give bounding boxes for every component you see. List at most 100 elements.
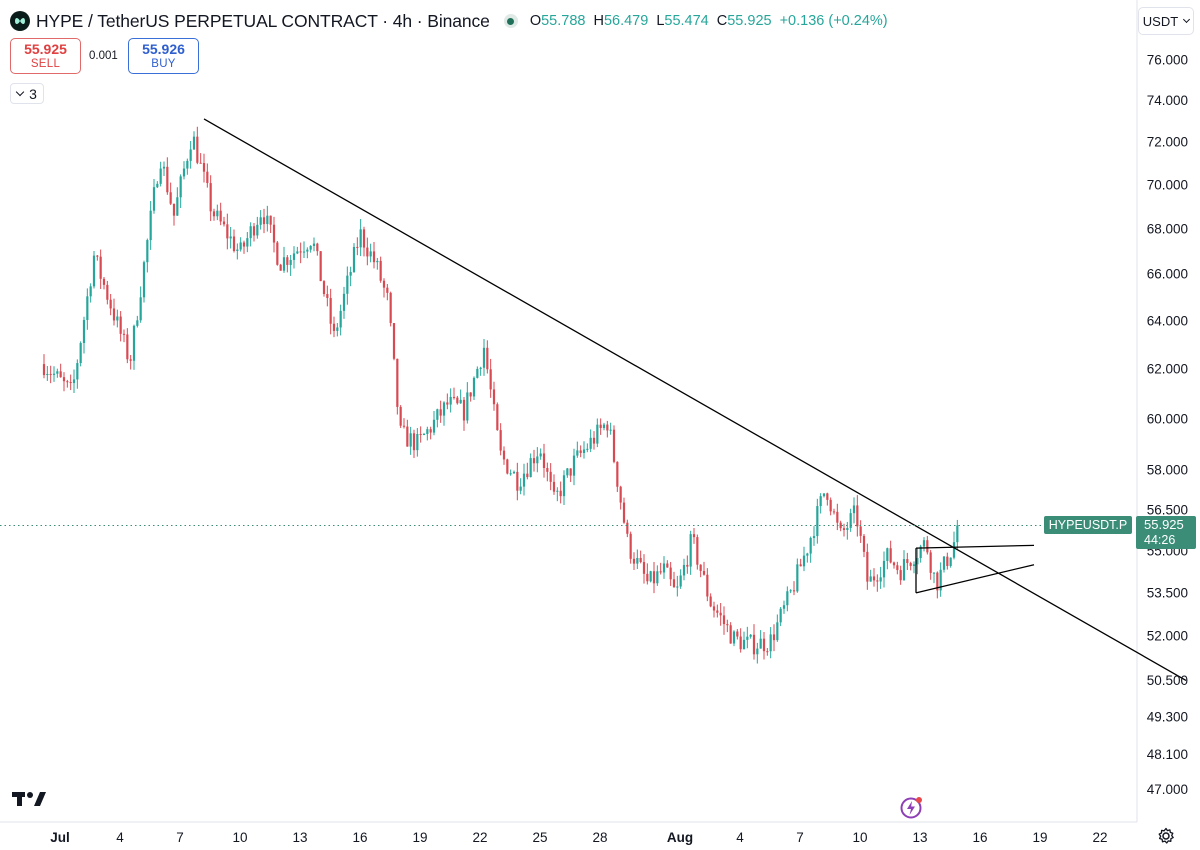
candle-body	[99, 256, 102, 279]
symbol-title[interactable]: HYPE / TetherUS PERPETUAL CONTRACT · 4h …	[36, 10, 490, 31]
candle-body	[209, 183, 212, 212]
candle-body	[92, 255, 96, 287]
candle-body	[866, 551, 869, 582]
candle-body	[809, 537, 812, 554]
candle-body	[516, 471, 519, 491]
candle-body	[856, 505, 859, 527]
candle-body	[776, 622, 779, 641]
candle-body	[762, 638, 766, 652]
candle-body	[912, 564, 916, 566]
candle-body	[936, 572, 939, 591]
sell-button[interactable]: 55.925 SELL	[10, 38, 81, 74]
candle-body	[156, 183, 159, 188]
time-axis[interactable]: Jul 4 7 10 13 16 19 22 25 28 Aug 4 7 10 13 16 19 22	[50, 830, 1107, 845]
candle-body	[629, 533, 632, 559]
candle-body	[166, 166, 169, 193]
candle-body	[519, 486, 522, 491]
candle-body	[106, 284, 109, 300]
candle-body	[229, 236, 232, 239]
gear-icon[interactable]	[1157, 827, 1175, 850]
candle-body	[46, 373, 49, 376]
candle-body	[956, 525, 959, 543]
candle-body	[172, 203, 176, 216]
time-tick-label: 16	[972, 830, 987, 845]
indicators-toggle-button[interactable]: 3	[10, 83, 44, 104]
candle-body	[726, 624, 729, 626]
price-axis[interactable]: 76.000 74.000 72.000 70.000 68.000 66.000 64.0…	[1147, 52, 1188, 797]
candle-body	[949, 557, 952, 566]
candle-body	[546, 468, 549, 472]
candle-body	[892, 562, 896, 566]
candle-body	[222, 221, 226, 225]
candle-body	[392, 323, 396, 359]
candle-body	[336, 327, 339, 331]
market-status-icon[interactable]	[503, 14, 518, 28]
buy-label: BUY	[151, 58, 176, 71]
candle-body	[602, 424, 606, 428]
currency-select[interactable]: USDT	[1138, 7, 1194, 35]
candle-body	[882, 560, 886, 578]
candle-body	[226, 224, 229, 239]
candle-body	[749, 634, 752, 637]
candle-body	[129, 359, 132, 361]
candle-body	[192, 136, 196, 150]
candle-body	[462, 399, 466, 421]
candle-body	[849, 513, 852, 528]
candle-body	[942, 556, 946, 570]
candle-body	[399, 406, 402, 426]
candle-body	[692, 534, 696, 538]
candle-body	[649, 571, 652, 582]
candle-body	[302, 251, 306, 253]
trendline-drawings[interactable]	[203, 118, 1187, 681]
tradingview-logo[interactable]	[12, 789, 48, 814]
candle-body	[232, 236, 236, 251]
candle-body	[759, 638, 762, 649]
candle-body	[609, 429, 612, 431]
candle-body	[119, 316, 122, 334]
price-tick-label: 72.000	[1147, 135, 1188, 150]
ohlc-close-value: 55.925	[727, 13, 772, 29]
trendline-triangle-lower	[915, 564, 1035, 594]
candle-body	[72, 379, 76, 384]
candle-body	[139, 297, 142, 321]
candle-body	[389, 292, 392, 324]
candle-body	[619, 486, 622, 503]
price-tick-label: 48.100	[1147, 747, 1188, 762]
price-tick-label: 62.000	[1147, 361, 1188, 376]
candle-body	[599, 424, 602, 428]
candle-body	[212, 211, 216, 217]
candle-body	[952, 542, 956, 558]
candle-body	[152, 187, 156, 211]
candle-body	[536, 456, 539, 464]
candle-body	[569, 468, 572, 476]
candle-body	[696, 537, 699, 565]
candle-body	[286, 257, 289, 265]
y-axis-border	[0, 0, 1138, 823]
candle-body	[122, 333, 126, 335]
price-change: +0.136 (+0.24%)	[779, 13, 888, 29]
candle-body	[596, 424, 599, 444]
bar-countdown: 44:26	[1144, 532, 1176, 547]
currency-label: USDT	[1142, 13, 1179, 29]
candle-body	[326, 294, 329, 299]
candle-body	[666, 563, 669, 568]
candle-body	[606, 424, 609, 431]
time-tick-label: Jul	[50, 830, 70, 845]
lightning-icon[interactable]	[900, 796, 924, 825]
candle-body	[722, 615, 726, 625]
candle-body	[469, 392, 472, 397]
candle-body	[712, 606, 716, 611]
candle-body	[476, 368, 479, 378]
candle-body	[686, 564, 689, 567]
buy-button[interactable]: 55.926 BUY	[128, 38, 199, 74]
candle-body	[266, 215, 269, 225]
candle-body	[439, 409, 442, 416]
candle-body	[716, 610, 719, 613]
candle-body	[816, 506, 819, 537]
candle-body	[702, 570, 706, 575]
candle-body	[886, 548, 889, 561]
candle-body	[142, 262, 146, 298]
candle-body	[679, 575, 682, 587]
candle-body	[896, 565, 899, 571]
